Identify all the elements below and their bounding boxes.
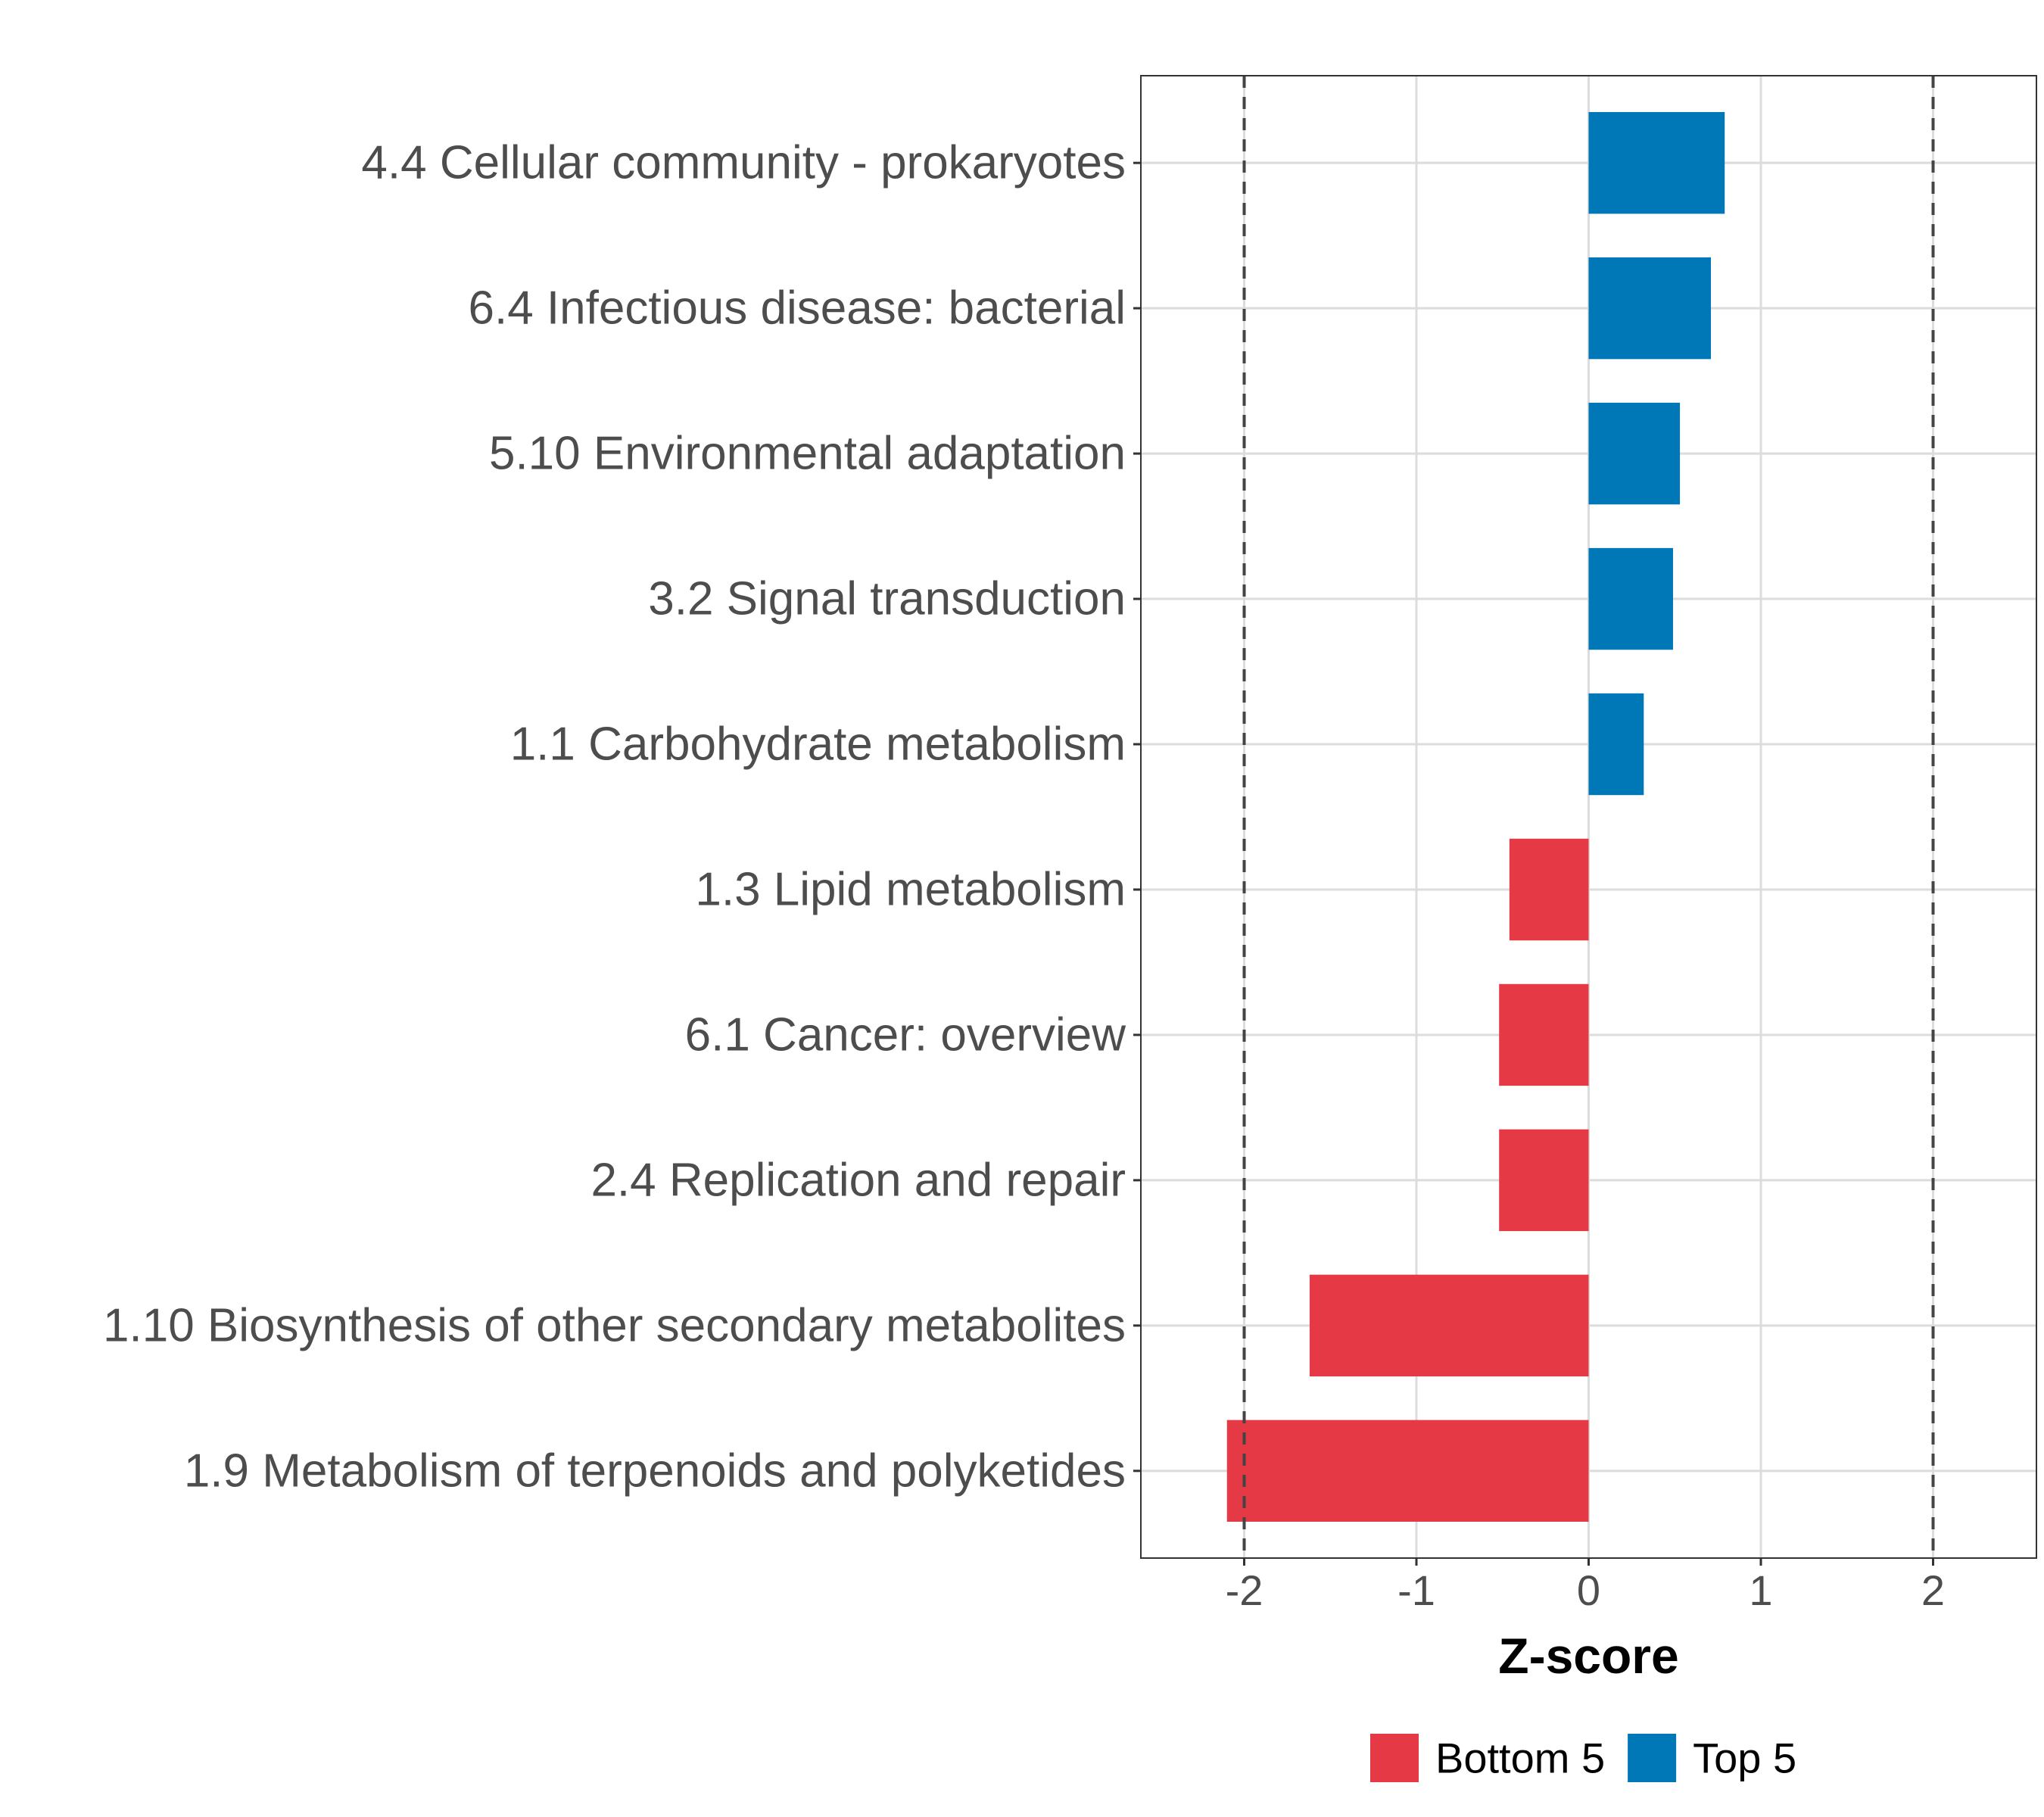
legend-key — [1370, 1734, 1419, 1782]
x-axis: -2 -1 0 1 2 — [1226, 1558, 1945, 1614]
category-label: 1.10 Biosynthesis of other secondary met… — [103, 1299, 1126, 1351]
category-label: 2.4 Replication and repair — [590, 1154, 1126, 1206]
category-label: 3.2 Signal transduction — [648, 573, 1126, 625]
x-axis-title: Z-score — [1498, 1628, 1678, 1684]
bar — [1588, 547, 1673, 650]
bar — [1226, 1420, 1589, 1522]
category-label: 1.9 Metabolism of terpenoids and polyket… — [184, 1445, 1126, 1497]
category-label: 1.1 Carbohydrate metabolism — [510, 718, 1126, 771]
bar — [1509, 838, 1589, 941]
legend: Bottom 5 Top 5 — [1370, 1734, 1796, 1782]
legend-label: Top 5 — [1693, 1734, 1796, 1782]
bar — [1588, 257, 1712, 360]
bar — [1588, 693, 1644, 796]
category-label: 4.4 Cellular community - prokaryotes — [361, 137, 1126, 189]
bars — [1226, 111, 1725, 1522]
category-label: 5.10 Environmental adaptation — [489, 428, 1126, 480]
category-label: 6.4 Infectious disease: bacterial — [468, 282, 1126, 335]
bar — [1588, 402, 1681, 505]
bar — [1499, 1129, 1589, 1232]
x-tick-label: -1 — [1397, 1566, 1435, 1614]
x-tick-label: 2 — [1921, 1566, 1945, 1614]
legend-label: Bottom 5 — [1435, 1734, 1605, 1782]
category-label: 1.3 Lipid metabolism — [695, 863, 1126, 915]
y-axis: 4.4 Cellular community - prokaryotes 6.4 … — [103, 137, 1141, 1497]
category-label: 6.1 Cancer: overview — [685, 1008, 1126, 1061]
x-tick-label: -2 — [1226, 1566, 1263, 1614]
bar — [1588, 111, 1725, 214]
bar — [1499, 983, 1589, 1086]
legend-key — [1628, 1734, 1677, 1782]
x-tick-label: 1 — [1749, 1566, 1772, 1614]
bar — [1309, 1274, 1589, 1377]
x-tick-label: 0 — [1577, 1566, 1600, 1614]
reference-lines — [1242, 76, 1935, 1558]
